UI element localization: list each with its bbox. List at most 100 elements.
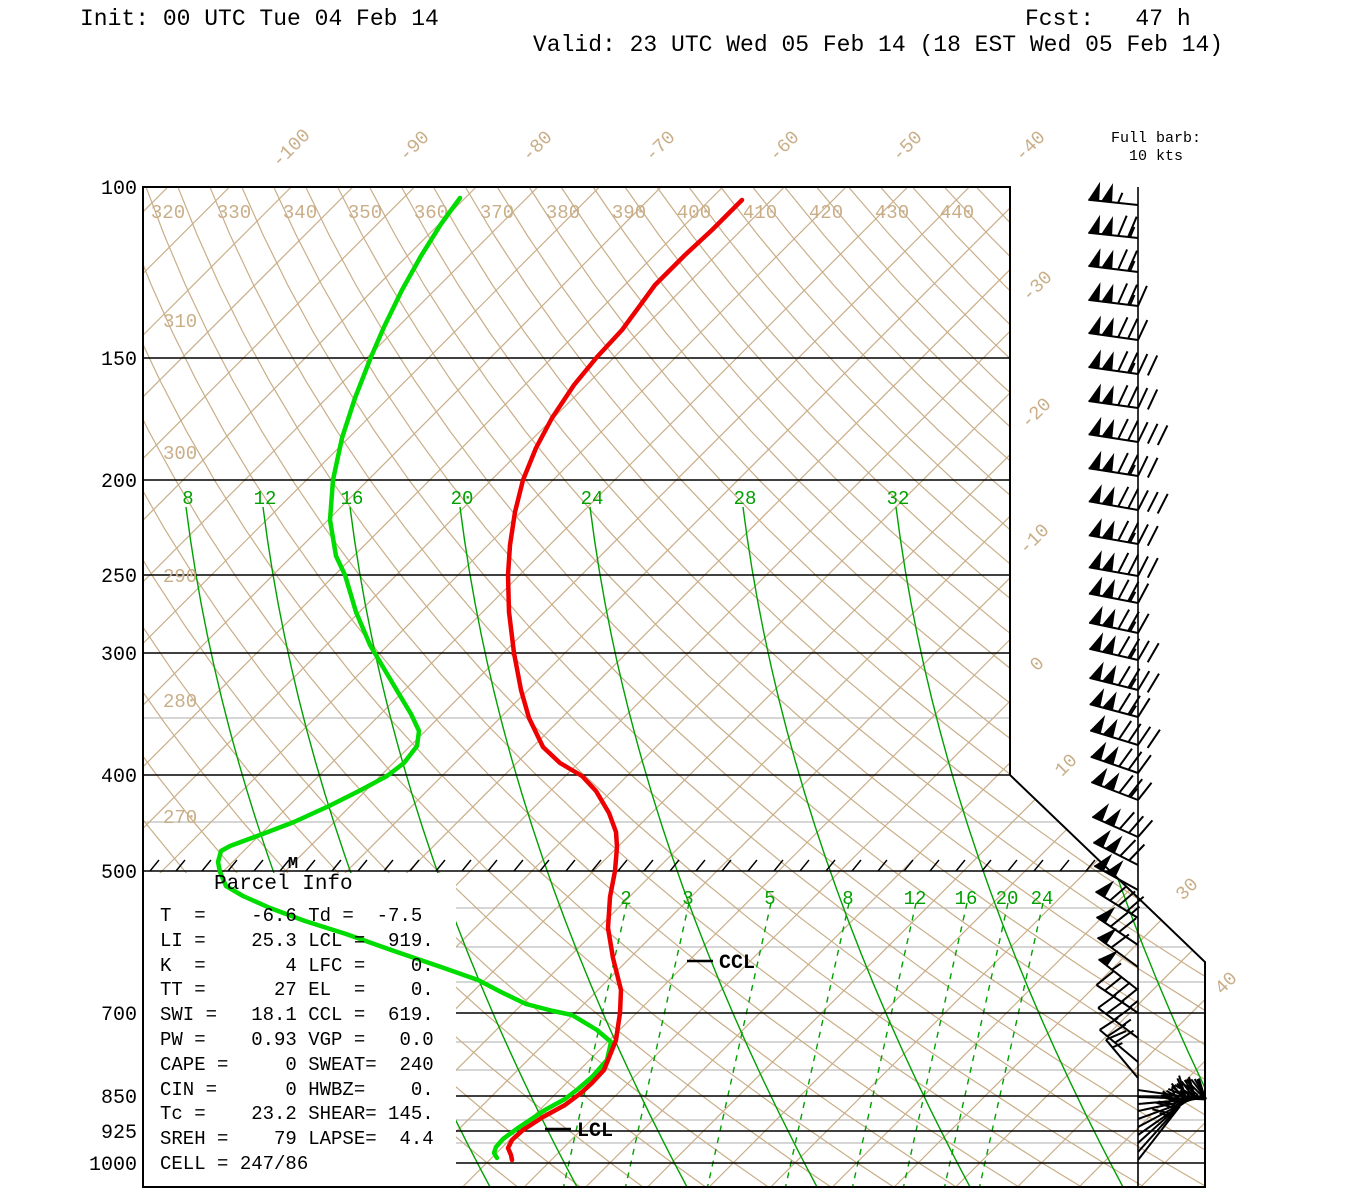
- svg-text:5: 5: [764, 888, 775, 910]
- ccl-marker: CCL: [687, 952, 755, 975]
- parcel-info-row: K = 4 LFC = 0.: [160, 954, 434, 977]
- svg-text:24: 24: [1031, 888, 1054, 910]
- init-time-label: Init: 00 UTC Tue 04 Feb 14: [80, 6, 439, 32]
- wind-barb: [1088, 248, 1139, 273]
- svg-text:20: 20: [451, 488, 474, 510]
- svg-text:-10: -10: [1015, 520, 1055, 560]
- svg-text:370: 370: [480, 202, 514, 224]
- svg-text:20: 20: [996, 888, 1019, 910]
- wind-barb: [1088, 518, 1159, 547]
- svg-text:16: 16: [955, 888, 978, 910]
- svg-text:850: 850: [101, 1087, 137, 1110]
- wind-barb: [1090, 741, 1152, 774]
- svg-text:-20: -20: [1017, 394, 1057, 434]
- wind-barb: [1088, 383, 1159, 410]
- wind-barb: [1088, 576, 1150, 604]
- svg-text:500: 500: [101, 862, 137, 885]
- svg-text:-60: -60: [765, 127, 805, 167]
- wind-barb-legend-line1: Full barb:: [1110, 130, 1201, 147]
- svg-text:2: 2: [620, 888, 631, 910]
- lcl-marker: LCL: [545, 1120, 613, 1143]
- wind-barb: [1088, 550, 1159, 579]
- svg-text:410: 410: [743, 202, 777, 224]
- dry-adiabat-labels: 320 330 340 350 360 370 380 390 400 410 420 430 440 3…: [151, 202, 974, 829]
- svg-text:-80: -80: [518, 127, 558, 167]
- svg-text:M: M: [288, 855, 298, 874]
- svg-text:32: 32: [887, 488, 910, 510]
- svg-text:3: 3: [682, 888, 693, 910]
- svg-text:8: 8: [182, 488, 193, 510]
- svg-text:390: 390: [612, 202, 646, 224]
- wind-barb: [1088, 349, 1159, 376]
- wind-barb: [1091, 803, 1154, 838]
- parcel-info-row: SWI = 18.1 CCL = 619.: [160, 1004, 434, 1027]
- svg-text:100: 100: [101, 178, 137, 201]
- svg-text:380: 380: [546, 202, 580, 224]
- svg-text:300: 300: [101, 644, 137, 667]
- svg-text:-90: -90: [395, 127, 435, 167]
- svg-text:-40: -40: [1011, 127, 1051, 167]
- wind-barb: [1097, 950, 1139, 991]
- wind-barb: [1090, 767, 1153, 801]
- svg-text:700: 700: [101, 1004, 137, 1027]
- parcel-info-row: TT = 27 EL = 0.: [160, 979, 434, 1002]
- wind-barb: [1105, 1030, 1139, 1079]
- svg-text:28: 28: [734, 488, 757, 510]
- wind-barb: [1088, 484, 1169, 514]
- parcel-info-row: CELL = 247/86: [160, 1153, 309, 1175]
- svg-text:925: 925: [101, 1122, 137, 1145]
- svg-text:250: 250: [101, 566, 137, 589]
- wind-barb: [1089, 715, 1161, 749]
- pressure-axis-labels: 100 150 200 250 300 400 500 700 850 925 1000: [89, 178, 137, 1177]
- svg-text:40: 40: [1211, 968, 1243, 1000]
- svg-text:330: 330: [217, 202, 251, 224]
- svg-text:340: 340: [283, 202, 317, 224]
- svg-text:16: 16: [341, 488, 364, 510]
- wind-barb: [1089, 632, 1160, 663]
- svg-text:350: 350: [348, 202, 382, 224]
- parcel-info-row: SREH = 79 LAPSE= 4.4: [160, 1128, 434, 1151]
- svg-text:420: 420: [809, 202, 843, 224]
- svg-text:12: 12: [254, 488, 277, 510]
- parcel-info-row: CIN = 0 HWBZ= 0.: [160, 1078, 434, 1101]
- svg-text:430: 430: [875, 202, 909, 224]
- svg-text:-50: -50: [888, 127, 928, 167]
- parcel-info-row: T = -6.6 Td = -7.5: [160, 905, 423, 927]
- svg-text:280: 280: [163, 691, 197, 713]
- wind-barb: [1088, 181, 1139, 206]
- valid-time-label: Valid: 23 UTC Wed 05 Feb 14 (18 EST Wed …: [533, 32, 1224, 58]
- wind-barb-legend: Full barb: 10 kts: [1104, 130, 1208, 166]
- svg-text:LCL: LCL: [577, 1120, 613, 1143]
- svg-text:12: 12: [904, 888, 927, 910]
- svg-text:24: 24: [581, 488, 604, 510]
- svg-text:1000: 1000: [89, 1154, 137, 1177]
- wind-barb: [1088, 315, 1149, 341]
- wind-barb: [1088, 416, 1169, 446]
- wind-barb: [1088, 214, 1139, 239]
- forecast-hour-label: Fcst: 47 h: [1025, 6, 1191, 32]
- hatch-level-marks: [149, 859, 1096, 872]
- svg-text:270: 270: [163, 807, 197, 829]
- parcel-info-panel-bg: [144, 873, 456, 1186]
- parcel-info-row: Tc = 23.2 SHEAR= 145.: [160, 1103, 434, 1126]
- svg-text:30: 30: [1172, 874, 1204, 906]
- parcel-info-title: Parcel Info: [214, 873, 353, 896]
- wind-barb: [1088, 605, 1150, 634]
- temperature-trace: [505, 197, 745, 1163]
- svg-text:290: 290: [163, 566, 197, 588]
- wind-barb: [1089, 688, 1151, 718]
- svg-text:300: 300: [163, 443, 197, 465]
- wind-barb-legend-line2: 10 kts: [1128, 148, 1183, 165]
- svg-text:0: 0: [1026, 653, 1050, 677]
- wind-barb: [1088, 282, 1148, 307]
- parcel-info-row: PW = 0.93 VGP = 0.0: [160, 1029, 434, 1051]
- svg-text:440: 440: [940, 202, 974, 224]
- svg-text:-30: -30: [1018, 267, 1058, 307]
- wind-barb: [1099, 1017, 1139, 1063]
- wind-barb: [1096, 927, 1139, 968]
- svg-text:-70: -70: [641, 127, 681, 167]
- wind-barb: [1095, 906, 1139, 946]
- svg-text:400: 400: [677, 202, 711, 224]
- parcel-info-row: LI = 25.3 LCL = 919.: [160, 929, 434, 952]
- wind-barb-column: [1088, 181, 1207, 1187]
